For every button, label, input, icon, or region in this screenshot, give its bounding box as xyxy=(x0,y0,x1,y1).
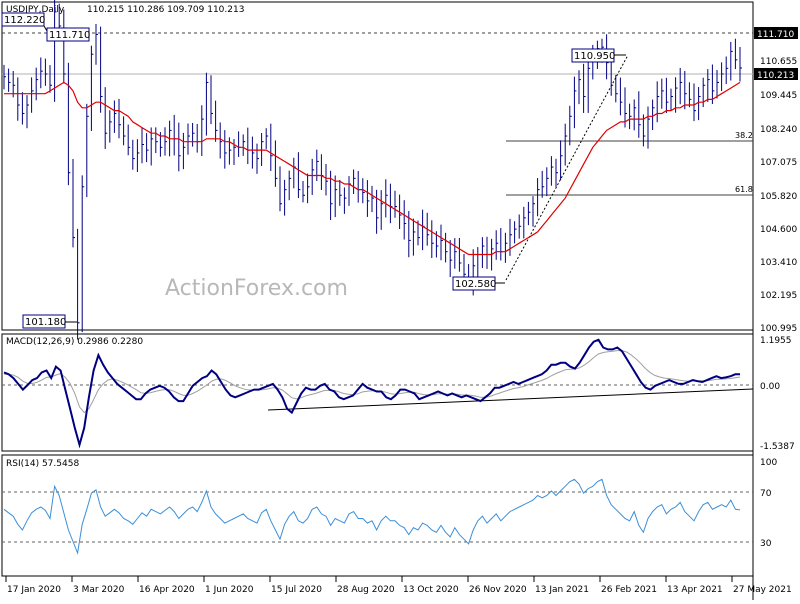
date-label: 13 Oct 2020 xyxy=(403,585,459,595)
rsi-line xyxy=(3,478,741,555)
price-tick: 102.195 xyxy=(760,291,797,301)
price-candles xyxy=(3,0,742,340)
rsi-tick: 30 xyxy=(760,539,772,549)
date-label: 13 Apr 2021 xyxy=(667,585,723,595)
price-tick: 108.240 xyxy=(760,125,797,135)
date-label: 3 Mar 2020 xyxy=(73,585,125,595)
macd-signal-line xyxy=(4,350,741,414)
svg-text:102.580: 102.580 xyxy=(455,279,496,290)
label-112220: 112.220 xyxy=(1,12,45,27)
date-axis: 17 Jan 2020 3 Mar 2020 16 Apr 2020 1 Jun 20… xyxy=(5,576,792,595)
date-label: 26 Nov 2020 xyxy=(469,585,527,595)
price-tick: 107.075 xyxy=(760,158,797,168)
svg-text:101.180: 101.180 xyxy=(25,317,66,328)
label-102580: 102.580 xyxy=(452,276,496,291)
date-label: 17 Jan 2020 xyxy=(7,585,61,595)
macd-tick: 0.00 xyxy=(760,382,780,392)
date-label: 15 Jul 2020 xyxy=(271,585,322,595)
macd-title: MACD(12,26,9) 0.2986 0.2280 xyxy=(6,337,143,347)
price-tick: 105.820 xyxy=(760,192,797,202)
rsi-title: RSI(14) 57.5458 xyxy=(6,459,79,469)
price-title: USDJPY,Daily xyxy=(6,5,65,15)
resistance-label: 111.710 xyxy=(757,30,794,40)
svg-text:112.220: 112.220 xyxy=(4,15,45,26)
rsi-pane xyxy=(1,454,754,577)
current-price-label: 110.213 xyxy=(757,71,794,81)
price-ohlc-header: 110.215 110.286 109.709 110.213 xyxy=(87,5,244,15)
resistance-label-bg xyxy=(754,27,798,39)
price-tick: 104.600 xyxy=(760,225,797,235)
date-label: 28 Aug 2020 xyxy=(337,585,395,595)
date-label: 27 May 2021 xyxy=(733,585,792,595)
price-tick: 109.445 xyxy=(760,91,797,101)
projection-line xyxy=(505,54,629,281)
price-pane xyxy=(1,1,754,331)
price-axis: 110.655 109.445 108.240 107.075 105.820 … xyxy=(760,57,797,334)
rsi-tick: 70 xyxy=(760,489,772,499)
macd-axis: 1.1955 0.00 -1.5387 xyxy=(760,336,795,452)
label-110950: 110.950 xyxy=(571,48,615,63)
label-111710: 111.710 xyxy=(46,27,90,42)
price-tick: 103.410 xyxy=(760,258,797,268)
moving-average-line xyxy=(4,81,741,256)
date-label: 13 Jan 2021 xyxy=(535,585,589,595)
date-label: 1 Jun 2020 xyxy=(205,585,254,595)
watermark: ActionForex.com xyxy=(165,276,348,301)
macd-tick: -1.5387 xyxy=(760,442,795,452)
macd-line xyxy=(3,338,740,449)
date-label: 16 Apr 2020 xyxy=(139,585,195,595)
fib-38-label: 38.2 xyxy=(735,131,753,140)
rsi-tick: 100 xyxy=(760,458,777,468)
macd-tick: 1.1955 xyxy=(760,336,792,346)
price-tick: 110.655 xyxy=(760,57,797,67)
rsi-axis: 100 70 30 xyxy=(760,458,777,549)
label-101180: 101.180 xyxy=(22,314,66,329)
price-tick: 100.995 xyxy=(760,324,797,334)
fib-61-label: 61.8 xyxy=(735,185,753,194)
current-price-label-bg xyxy=(754,68,798,80)
svg-text:111.710: 111.710 xyxy=(49,30,90,41)
date-label: 26 Feb 2021 xyxy=(601,585,657,595)
svg-text:110.950: 110.950 xyxy=(574,51,615,62)
macd-trendline xyxy=(267,388,754,411)
